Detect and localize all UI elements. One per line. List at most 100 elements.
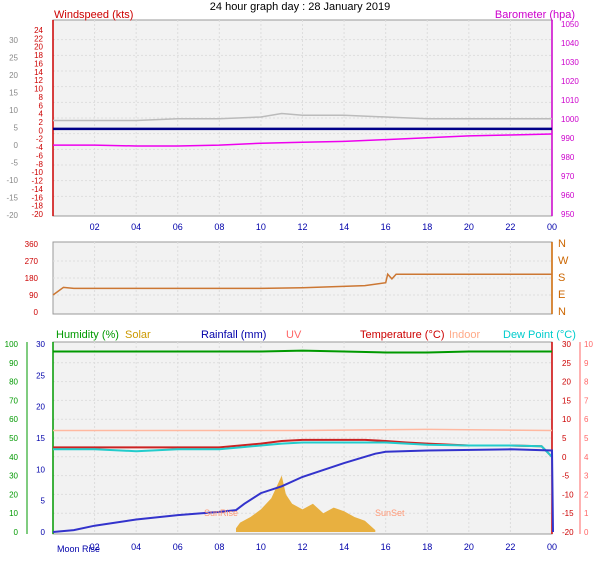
humidity-label: Humidity (%) [56, 329, 119, 341]
wind-baro-panel: Windspeed (kts) Barometer (hpa) 30252015… [6, 9, 579, 232]
y-tick-label: -15 [6, 194, 18, 203]
y-tick-label: 1030 [561, 58, 579, 67]
y-tick-label: 1050 [561, 20, 579, 29]
indoor-label: Indoor [449, 329, 481, 341]
y-tick-label: 30 [9, 472, 18, 481]
temperature-label: Temperature (°C) [360, 329, 444, 341]
y-tick-label: S [558, 272, 565, 284]
x-tick-label: 20 [464, 222, 474, 232]
y-tick-label: 6 [39, 101, 44, 110]
y-tick-label: 20 [9, 490, 18, 499]
y-tick-label: 15 [36, 434, 45, 443]
x-tick-label: 12 [297, 222, 307, 232]
y-tick-label: 25 [562, 359, 571, 368]
solar-label: Solar [125, 329, 151, 341]
y-tick-label: 10 [36, 465, 45, 474]
x-tick-label: 16 [381, 222, 391, 232]
y-tick-label: -18 [31, 202, 43, 211]
x-tick-label: 20 [464, 542, 474, 552]
x-tick-label: 04 [131, 222, 141, 232]
direction-line [52, 272, 552, 296]
y-tick-label: 1040 [561, 39, 579, 48]
page-title: 24 hour graph day : 28 January 2019 [210, 1, 390, 13]
x-tick-label: 06 [173, 222, 183, 232]
y-tick-label: -6 [36, 151, 44, 160]
y-tick-label: 80 [9, 378, 18, 387]
y-tick-label: 0 [584, 528, 589, 537]
y-tick-label: 24 [34, 26, 43, 35]
y-tick-label: 90 [29, 291, 38, 300]
x-tick-label: 14 [339, 222, 349, 232]
y-tick-label: 16 [34, 59, 43, 68]
y-tick-label: 1 [584, 509, 589, 518]
y-tick-label: -16 [31, 193, 43, 202]
y-tick-label: 60 [9, 415, 18, 424]
y-tick-label: 100 [5, 340, 19, 349]
indoor-line [53, 428, 553, 432]
y-tick-label: 90 [9, 359, 18, 368]
y-tick-label: 970 [561, 172, 575, 181]
y-tick-label: -4 [36, 143, 44, 152]
sunrise-label: SunRise [204, 508, 238, 518]
y-tick-label: 0 [562, 453, 567, 462]
y-tick-label: 0 [41, 528, 46, 537]
y-tick-label: 980 [561, 153, 575, 162]
y-tick-label: -8 [36, 160, 44, 169]
y-tick-label: 960 [561, 191, 575, 200]
y-tick-label: 25 [36, 371, 45, 380]
y-tick-label: 30 [36, 340, 45, 349]
humidity-line [53, 349, 552, 354]
dewpoint-label: Dew Point (°C) [503, 329, 576, 341]
y-tick-label: 12 [34, 76, 43, 85]
x-tick-label: 12 [297, 542, 307, 552]
y-tick-label: 20 [9, 71, 18, 80]
temp-humidity-panel: Humidity (%) Solar Rainfall (mm) UV Temp… [5, 329, 594, 554]
rainfall-label: Rainfall (mm) [201, 329, 266, 341]
y-tick-label: 30 [562, 340, 571, 349]
y-tick-label: 22 [34, 34, 43, 43]
y-tick-label: 20 [34, 43, 43, 52]
y-tick-label: 0 [39, 126, 44, 135]
y-tick-label: 5 [14, 124, 19, 133]
y-tick-label: -20 [562, 528, 574, 537]
y-tick-label: -10 [31, 168, 43, 177]
x-tick-label: 22 [505, 222, 515, 232]
x-tick-label: 16 [381, 542, 391, 552]
sunset-label: SunSet [375, 508, 405, 518]
y-tick-label: 10 [34, 85, 43, 94]
y-tick-label: 20 [562, 378, 571, 387]
y-tick-label: E [558, 289, 565, 301]
dewpoint-line [53, 441, 553, 458]
y-tick-label: 1010 [561, 96, 579, 105]
y-tick-label: 950 [561, 210, 575, 219]
y-tick-label: -14 [31, 185, 43, 194]
y-tick-label: -12 [31, 177, 43, 186]
x-tick-label: 04 [131, 542, 141, 552]
y-tick-label: 4 [39, 110, 44, 119]
y-tick-label: 180 [25, 274, 39, 283]
x-tick-label: 02 [90, 222, 100, 232]
y-tick-label: -2 [36, 135, 44, 144]
y-tick-label: 10 [9, 106, 18, 115]
y-tick-label: 18 [34, 51, 43, 60]
y-tick-label: 6 [584, 415, 589, 424]
y-tick-label: 0 [14, 141, 19, 150]
y-tick-label: 50 [9, 434, 18, 443]
rainfall-line [52, 448, 554, 533]
x-tick-label: 02 [90, 542, 100, 552]
windspeed-title: Windspeed (kts) [54, 9, 133, 21]
y-tick-label: -15 [562, 509, 574, 518]
x-tick-label: 22 [505, 542, 515, 552]
y-tick-label: 10 [9, 509, 18, 518]
x-tick-label: 10 [256, 542, 266, 552]
y-tick-label: 2 [584, 490, 589, 499]
x-tick-label: 10 [256, 222, 266, 232]
y-tick-label: 0 [34, 308, 39, 317]
y-tick-label: 14 [34, 68, 43, 77]
x-tick-label: 18 [422, 222, 432, 232]
x-tick-label: 00 [547, 222, 557, 232]
y-tick-label: 15 [562, 396, 571, 405]
y-tick-label: 7 [584, 396, 589, 405]
y-tick-label: 1000 [561, 115, 579, 124]
